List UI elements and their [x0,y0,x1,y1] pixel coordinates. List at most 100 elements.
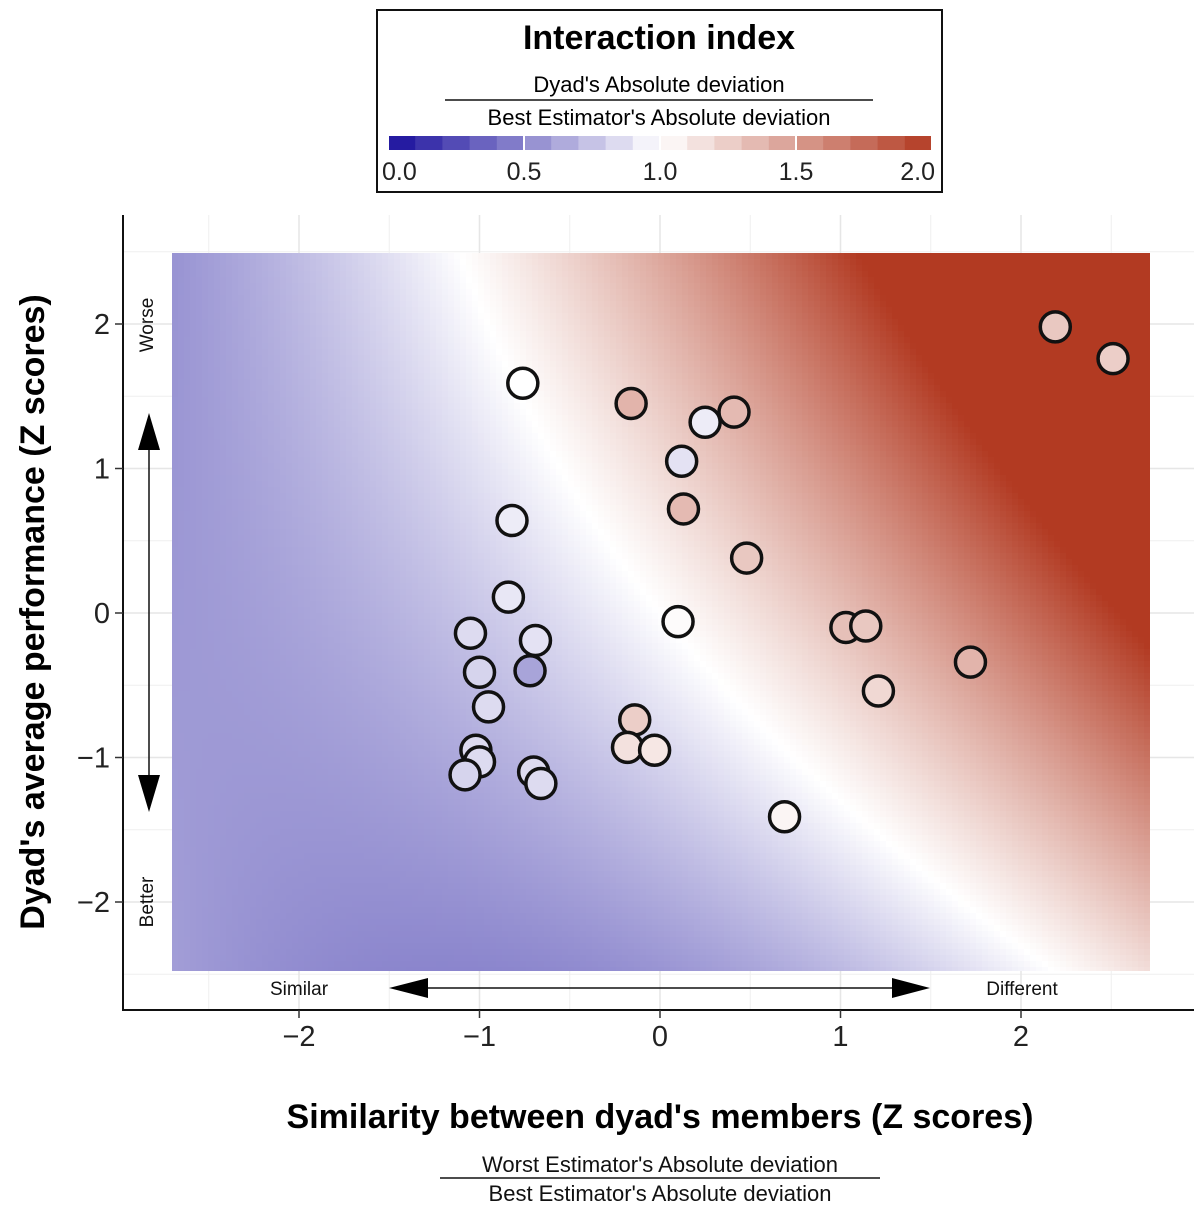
heatmap-cell [220,889,227,896]
heatmap-cell [328,253,335,260]
heatmap-cell [274,319,281,326]
heatmap-cell [262,679,269,686]
heatmap-cell [370,673,377,680]
heatmap-cell [286,613,293,620]
heatmap-cell [316,547,323,554]
heatmap-cell [256,889,263,896]
heatmap-cell [262,529,269,536]
heatmap-cell [400,955,407,962]
heatmap-cell [208,601,215,608]
heatmap-cell [406,253,413,260]
heatmap-cell [256,823,263,830]
heatmap-cell [208,781,215,788]
heatmap-cell [388,895,395,902]
heatmap-cell [238,889,245,896]
heatmap-cell [418,325,425,332]
heatmap-cell [208,415,215,422]
heatmap-cell [346,265,353,272]
heatmap-cell [226,817,233,824]
heatmap-cell [292,427,299,434]
heatmap-cell [358,949,365,956]
heatmap-cell [304,481,311,488]
heatmap-cell [334,475,341,482]
heatmap-cell [316,907,323,914]
heatmap-cell [238,877,245,884]
heatmap-cell [412,409,419,416]
heatmap-cell [262,907,269,914]
heatmap-cell [184,763,191,770]
heatmap-cell [190,469,197,476]
heatmap-cell [418,253,425,260]
heatmap-cell [352,745,359,752]
heatmap-cell [394,913,401,920]
heatmap-cell [214,667,221,674]
heatmap-cell [364,523,371,530]
heatmap-cell [298,367,305,374]
heatmap-cell [412,451,419,458]
heatmap-cell [304,673,311,680]
heatmap-cell [352,961,359,968]
heatmap-cell [190,331,197,338]
heatmap-cell [256,787,263,794]
heatmap-cell [274,451,281,458]
heatmap-cell [268,823,275,830]
heatmap-cell [268,529,275,536]
heatmap-cell [262,583,269,590]
heatmap-cell [298,841,305,848]
heatmap-cell [172,451,179,458]
heatmap-cell [190,631,197,638]
heatmap-cell [214,571,221,578]
heatmap-cell [190,343,197,350]
heatmap-cell [226,367,233,374]
heatmap-cell [316,607,323,614]
heatmap-cell [322,577,329,584]
heatmap-cell [400,349,407,356]
heatmap-cell [184,283,191,290]
heatmap-cell [172,277,179,284]
heatmap-cell [220,595,227,602]
heatmap-cell [208,865,215,872]
heatmap-cell [238,643,245,650]
heatmap-cell [178,367,185,374]
heatmap-cell [256,505,263,512]
heatmap-cell [274,463,281,470]
heatmap-cell [376,967,383,971]
heatmap-cell [304,883,311,890]
heatmap-cell [406,745,413,752]
heatmap-cell [286,859,293,866]
heatmap-cell [250,313,257,320]
heatmap-cell [370,391,377,398]
heatmap-cell [304,367,311,374]
heatmap-cell [412,391,419,398]
heatmap-cell [406,421,413,428]
heatmap-cell [370,409,377,416]
heatmap-cell [208,595,215,602]
legend-color-step [823,136,851,150]
heatmap-cell [208,559,215,566]
heatmap-cell [412,433,419,440]
heatmap-cell [172,643,179,650]
heatmap-cell [214,937,221,944]
heatmap-cell [226,355,233,362]
heatmap-cell [370,379,377,386]
heatmap-cell [226,925,233,932]
heatmap-cell [340,889,347,896]
heatmap-cell [190,685,197,692]
heatmap-cell [394,961,401,968]
heatmap-cell [214,295,221,302]
heatmap-cell [220,451,227,458]
heatmap-cell [292,271,299,278]
heatmap-cell [352,751,359,758]
heatmap-cell [250,745,257,752]
heatmap-cell [238,571,245,578]
heatmap-cell [280,775,287,782]
heatmap-cell [190,523,197,530]
heatmap-cell [250,655,257,662]
heatmap-cell [208,769,215,776]
heatmap-cell [376,265,383,272]
heatmap-cell [370,757,377,764]
heatmap-cell [214,331,221,338]
heatmap-cell [400,355,407,362]
heatmap-cell [418,301,425,308]
heatmap-cell [226,703,233,710]
